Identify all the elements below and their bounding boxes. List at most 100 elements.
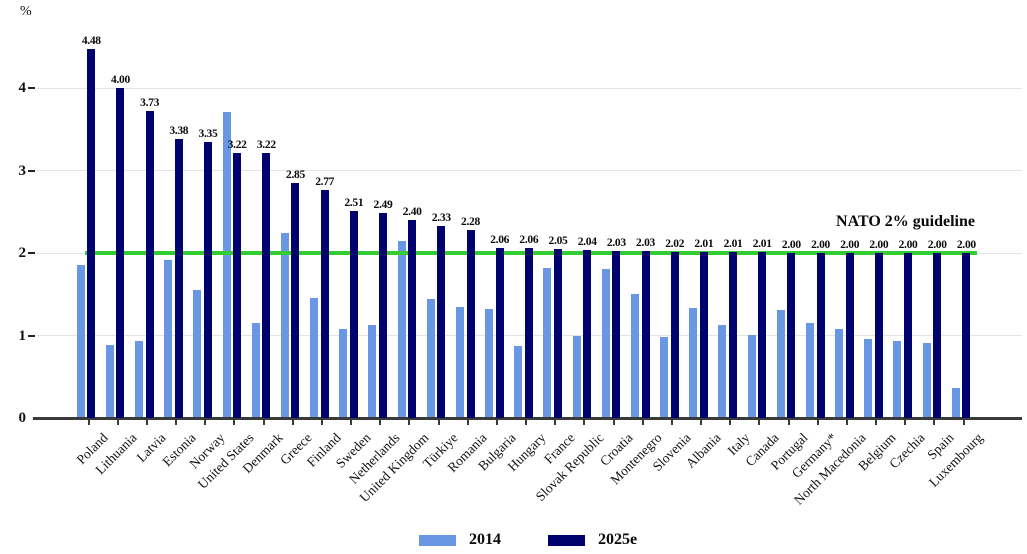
value-label-2025e: 2.51 (344, 197, 364, 210)
legend-label-2025e: 2025e (597, 531, 638, 548)
bar-2025e (670, 251, 679, 418)
bar-2025e (904, 253, 913, 418)
x-axis-tick (816, 419, 819, 425)
value-label-2025e: 2.00 (869, 239, 889, 252)
bar-2014 (397, 240, 406, 418)
value-label-2025e: 2.02 (665, 237, 685, 250)
bar-2014 (251, 323, 260, 418)
x-axis-tick (875, 419, 878, 425)
guideline-label: NATO 2% guideline (836, 213, 975, 230)
value-label-2025e: 3.73 (140, 96, 160, 109)
x-axis-tick (379, 419, 382, 425)
value-label-2025e: 3.35 (198, 127, 218, 140)
x-axis-tick (320, 419, 323, 425)
bar-2025e (758, 252, 767, 418)
legend-label-2014: 2014 (468, 531, 501, 548)
y-tick-label: 1 (18, 327, 27, 344)
bar-2025e (87, 48, 96, 418)
value-label-2025e: 2.00 (781, 239, 801, 252)
value-label-2025e: 3.22 (256, 138, 276, 151)
x-axis-tick (145, 419, 148, 425)
value-label-2025e: 3.22 (227, 138, 247, 151)
bar-2025e (554, 249, 563, 418)
x-axis-tick (933, 419, 936, 425)
bar-2025e (203, 141, 212, 418)
x-axis-tick (962, 419, 965, 425)
bar-2025e (699, 252, 708, 418)
value-label-2025e: 2.06 (519, 234, 539, 247)
gridline (36, 170, 1022, 172)
bar-2014 (164, 259, 173, 418)
y-axis-tick (28, 252, 35, 255)
value-label-2025e: 2.00 (927, 239, 947, 252)
y-axis-tick (28, 87, 35, 90)
x-axis-tick (437, 419, 440, 425)
value-label-2025e: 2.00 (898, 239, 918, 252)
x-axis-tick (350, 419, 353, 425)
value-label-2025e: 3.38 (169, 125, 189, 138)
bar-2014 (922, 343, 931, 418)
bar-2014 (893, 340, 902, 418)
bar-2014 (426, 298, 435, 418)
y-tick-label: 0 (18, 410, 27, 426)
bar-2025e (291, 183, 300, 418)
bar-2014 (864, 338, 873, 418)
value-label-2025e: 2.03 (606, 236, 626, 249)
bar-2014 (485, 309, 494, 418)
value-label-2025e: 4.48 (81, 34, 101, 47)
bar-2014 (776, 310, 785, 418)
x-axis-tick (408, 419, 411, 425)
x-axis-tick (116, 419, 119, 425)
bar-2025e (408, 220, 417, 418)
x-axis-tick (787, 419, 790, 425)
bar-2014 (339, 329, 348, 418)
value-label-2025e: 2.06 (490, 234, 510, 247)
value-label-2025e: 2.05 (548, 235, 568, 248)
value-label-2025e: 2.40 (402, 206, 422, 219)
x-axis-tick (612, 419, 615, 425)
bar-2025e (816, 253, 825, 418)
bar-2025e (379, 212, 387, 418)
bar-2025e (233, 152, 242, 418)
x-axis-tick (758, 419, 761, 425)
y-axis-unit-label: % (20, 4, 32, 19)
bar-2014 (310, 297, 319, 418)
bar-2014 (514, 346, 523, 418)
value-label-2025e: 2.01 (694, 238, 714, 251)
bar-2014 (543, 268, 552, 418)
bar-2025e (787, 253, 796, 418)
legend-swatch-2025e (547, 534, 585, 546)
bar-2025e (612, 250, 621, 418)
bar-2014 (135, 340, 144, 418)
x-axis-tick (641, 419, 644, 425)
bar-2025e (524, 248, 533, 418)
bar-2014 (747, 334, 756, 418)
x-axis-tick (845, 419, 848, 425)
x-axis-tick (904, 419, 907, 425)
value-label-2025e: 2.01 (752, 238, 772, 251)
value-label-2025e: 2.28 (461, 216, 480, 229)
bar-2025e (437, 226, 446, 418)
x-axis-tick (87, 419, 90, 425)
bar-2014 (951, 388, 960, 418)
bar-2025e (262, 152, 271, 418)
bar-2025e (641, 250, 650, 418)
x-axis-tick (262, 419, 265, 425)
x-axis-tick (466, 419, 469, 425)
x-axis-tick (233, 419, 236, 425)
x-axis-tick (175, 419, 177, 425)
bar-2014 (689, 307, 698, 418)
bar-2014 (368, 324, 377, 418)
y-tick-label: 4 (18, 80, 27, 97)
bar-2014 (572, 336, 581, 418)
bar-2025e (729, 252, 738, 418)
x-axis-tick (554, 419, 557, 425)
x-axis-tick (583, 419, 586, 425)
gridline (36, 87, 1022, 89)
value-label-2025e: 2.85 (286, 169, 305, 182)
bar-2025e (466, 230, 475, 418)
x-axis-tick (291, 419, 294, 425)
bar-2014 (76, 264, 85, 418)
bar-2014 (718, 324, 727, 418)
